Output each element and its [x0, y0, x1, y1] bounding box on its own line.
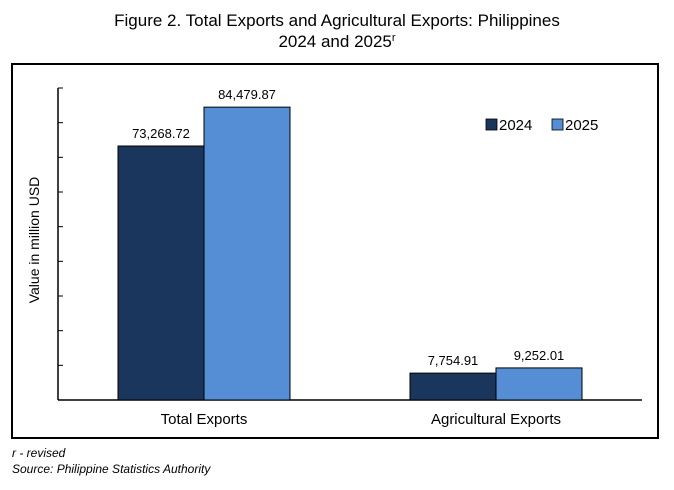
bar: [495, 367, 583, 401]
chart-legend: 2024 2025: [485, 117, 598, 134]
data-label: 73,268.72: [132, 126, 190, 141]
legend-swatch: [551, 118, 564, 131]
bar: [203, 106, 291, 401]
chart-frame: [11, 63, 659, 439]
chart-title-line2: 2024 and 2025r: [0, 31, 674, 52]
source-note: Source: Philippine Statistics Authority: [12, 462, 211, 476]
data-label: 84,479.87: [218, 87, 276, 102]
chart-title: Figure 2. Total Exports and Agricultural…: [0, 10, 674, 52]
x-tick-label: Agricultural Exports: [431, 411, 561, 428]
legend-label: 2025: [565, 117, 598, 134]
x-tick-label: Total Exports: [161, 411, 248, 428]
chart-data-labels: Total Exports 73,268.72 84,479.87 Agricultu…: [132, 87, 564, 428]
chart-title-years: 2024 and 2025: [278, 32, 392, 51]
chart-bars: [117, 106, 583, 401]
legend-label: 2024: [499, 117, 532, 134]
chart-title-line1: Figure 2. Total Exports and Agricultural…: [114, 11, 560, 30]
data-label: 7,754.91: [428, 353, 479, 368]
revised-marker: r: [391, 32, 396, 44]
legend-swatch: [485, 118, 498, 131]
bar: [117, 145, 205, 401]
bar: [409, 372, 497, 401]
revised-note: r - revised: [12, 446, 66, 460]
y-axis-label: Value in million USD: [26, 177, 42, 304]
data-label: 9,252.01: [514, 348, 565, 363]
